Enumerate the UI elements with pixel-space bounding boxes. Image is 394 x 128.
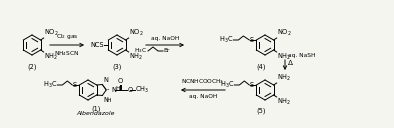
Text: (4): (4) bbox=[256, 63, 266, 70]
Text: H: H bbox=[116, 86, 120, 91]
Text: NO$_2$: NO$_2$ bbox=[129, 28, 143, 38]
Text: NH$_2$: NH$_2$ bbox=[44, 52, 58, 62]
Text: NO$_2$: NO$_2$ bbox=[277, 28, 292, 38]
Text: H: H bbox=[106, 98, 111, 103]
Text: NCNHCOOCH$_3$: NCNHCOOCH$_3$ bbox=[181, 77, 225, 86]
Text: NH$_4$SCN: NH$_4$SCN bbox=[54, 49, 80, 58]
Text: S: S bbox=[249, 82, 253, 88]
Text: NO$_2$: NO$_2$ bbox=[44, 28, 58, 38]
Text: N: N bbox=[103, 77, 108, 83]
Text: O: O bbox=[117, 78, 123, 84]
Text: Δ: Δ bbox=[288, 60, 293, 66]
Text: Cl$_2$ gas: Cl$_2$ gas bbox=[56, 32, 78, 41]
Text: H$_3$C: H$_3$C bbox=[134, 47, 147, 55]
Text: (1): (1) bbox=[91, 105, 101, 111]
Text: S: S bbox=[72, 82, 76, 88]
Text: NH$_2$: NH$_2$ bbox=[277, 52, 291, 62]
Text: N: N bbox=[111, 87, 116, 93]
Text: H$_3$C: H$_3$C bbox=[219, 35, 233, 45]
Text: H$_3$C: H$_3$C bbox=[43, 80, 58, 90]
Text: aq. NaOH: aq. NaOH bbox=[189, 94, 217, 99]
Text: NCS: NCS bbox=[90, 42, 104, 48]
Text: (2): (2) bbox=[27, 63, 37, 70]
Text: CH$_3$: CH$_3$ bbox=[135, 85, 149, 95]
Text: aq. NaSH: aq. NaSH bbox=[288, 54, 316, 58]
Text: (5): (5) bbox=[256, 108, 266, 115]
Text: S: S bbox=[249, 37, 253, 43]
Text: -: - bbox=[107, 87, 110, 93]
Text: NH$_2$: NH$_2$ bbox=[277, 97, 291, 107]
Text: aq. NaOH: aq. NaOH bbox=[151, 36, 179, 41]
Text: H$_3$C: H$_3$C bbox=[220, 80, 234, 90]
Text: Albendazole: Albendazole bbox=[77, 111, 115, 116]
Text: N: N bbox=[103, 97, 108, 103]
Text: (3): (3) bbox=[112, 63, 122, 70]
Text: NH$_2$: NH$_2$ bbox=[277, 73, 291, 83]
Text: NH$_2$: NH$_2$ bbox=[129, 52, 143, 62]
Text: O: O bbox=[127, 87, 132, 93]
Text: Br: Br bbox=[163, 49, 169, 54]
